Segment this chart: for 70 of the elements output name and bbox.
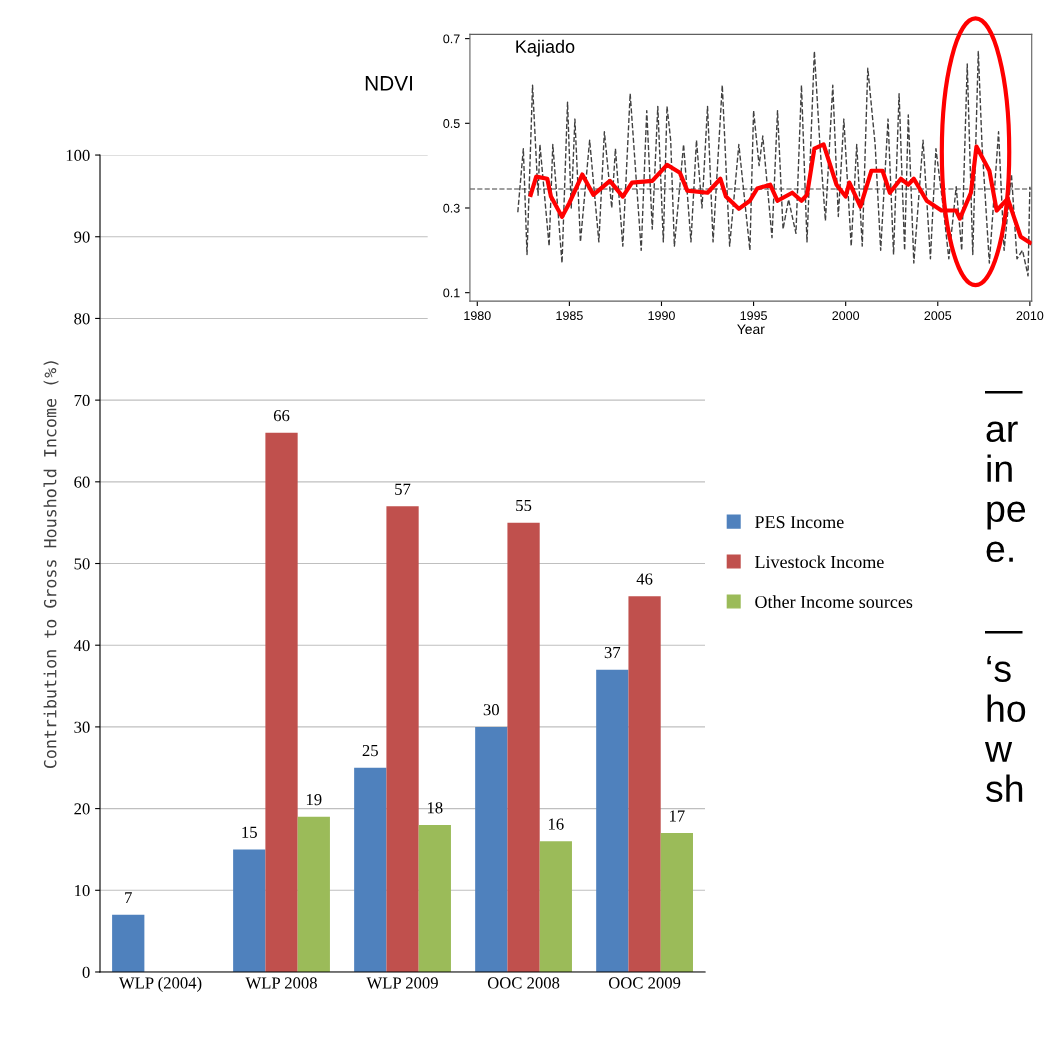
text: w (984, 741, 1013, 762)
x-tick-label: 1990 (648, 311, 675, 321)
y-tick-label: 0.3 (443, 203, 460, 213)
x-axis-title: Year (737, 324, 765, 335)
bar (507, 522, 540, 972)
data-label: 37 (604, 646, 621, 659)
x-tick-label: 1995 (740, 311, 767, 321)
y-tick-label: 0.7 (443, 34, 460, 44)
text: e. (986, 541, 1013, 563)
bar (418, 824, 451, 972)
x-tick-label: 2005 (924, 311, 952, 321)
x-tick-label: 1980 (464, 311, 491, 321)
bar (475, 726, 508, 972)
text: — (985, 390, 1023, 394)
y-tick-label: 40 (73, 639, 90, 652)
data-label: 18 (427, 802, 443, 814)
x-tick-label: OOC 2008 (487, 977, 560, 989)
data-label: 15 (242, 826, 257, 838)
bar (297, 816, 330, 972)
legend-label: Other Income sources (755, 595, 913, 609)
bar (386, 506, 419, 972)
data-label: 7 (125, 892, 132, 904)
data-label: 46 (636, 573, 653, 585)
data-label: 17 (669, 810, 685, 822)
text: ar (986, 421, 1018, 443)
text: in (987, 454, 1012, 482)
bar (660, 833, 693, 972)
y-tick-label: 60 (74, 476, 90, 488)
text: ‘s (987, 655, 1011, 683)
y-axis-title: Contribution to Gross Houshold Income (%) (43, 361, 59, 769)
data-label: 55 (516, 500, 532, 512)
data-label: 16 (548, 818, 564, 830)
y-tick-label: 20 (74, 803, 90, 815)
bar (628, 596, 661, 972)
y-tick-label: 0.1 (443, 288, 460, 298)
bar (354, 767, 387, 972)
bar (265, 432, 298, 972)
y-tick-label: 80 (74, 313, 90, 325)
y-tick-label: 0.5 (443, 119, 460, 128)
text: ho (987, 694, 1026, 723)
x-tick-label: 2000 (832, 311, 860, 321)
data-label: 66 (273, 410, 290, 422)
text: sh (986, 774, 1023, 803)
data-label: 25 (362, 744, 378, 757)
bar (539, 841, 572, 972)
data-label: 57 (395, 483, 411, 495)
y-tick-label: 30 (74, 721, 90, 733)
x-tick-label: 1985 (556, 311, 583, 321)
text: pe (987, 501, 1026, 530)
data-label: 19 (306, 794, 322, 806)
text: — (985, 630, 1023, 634)
y-tick-label: 50 (74, 558, 90, 570)
x-tick-label: OOC 2009 (608, 977, 681, 989)
y-tick-label: 70 (74, 394, 90, 407)
data-label: 30 (483, 704, 499, 716)
x-tick-label: WLP 2009 (366, 977, 438, 989)
y-tick-label: 10 (75, 884, 90, 897)
x-tick-label: 2010 (1016, 311, 1044, 321)
y-tick-label: 0 (82, 966, 90, 978)
legend-label: PES Income (754, 516, 844, 529)
legend-label: Livestock Income (754, 555, 884, 569)
x-tick-label: WLP (2004) (118, 976, 202, 992)
annotation: Kajiado (516, 39, 575, 57)
bar (112, 914, 145, 972)
y-axis-title: NDVI (365, 76, 412, 91)
x-tick-label: WLP 2008 (245, 977, 317, 989)
bar (233, 849, 266, 972)
y-tick-label: 90 (74, 231, 90, 243)
y-tick-label: 100 (66, 149, 90, 161)
bar (596, 669, 629, 972)
